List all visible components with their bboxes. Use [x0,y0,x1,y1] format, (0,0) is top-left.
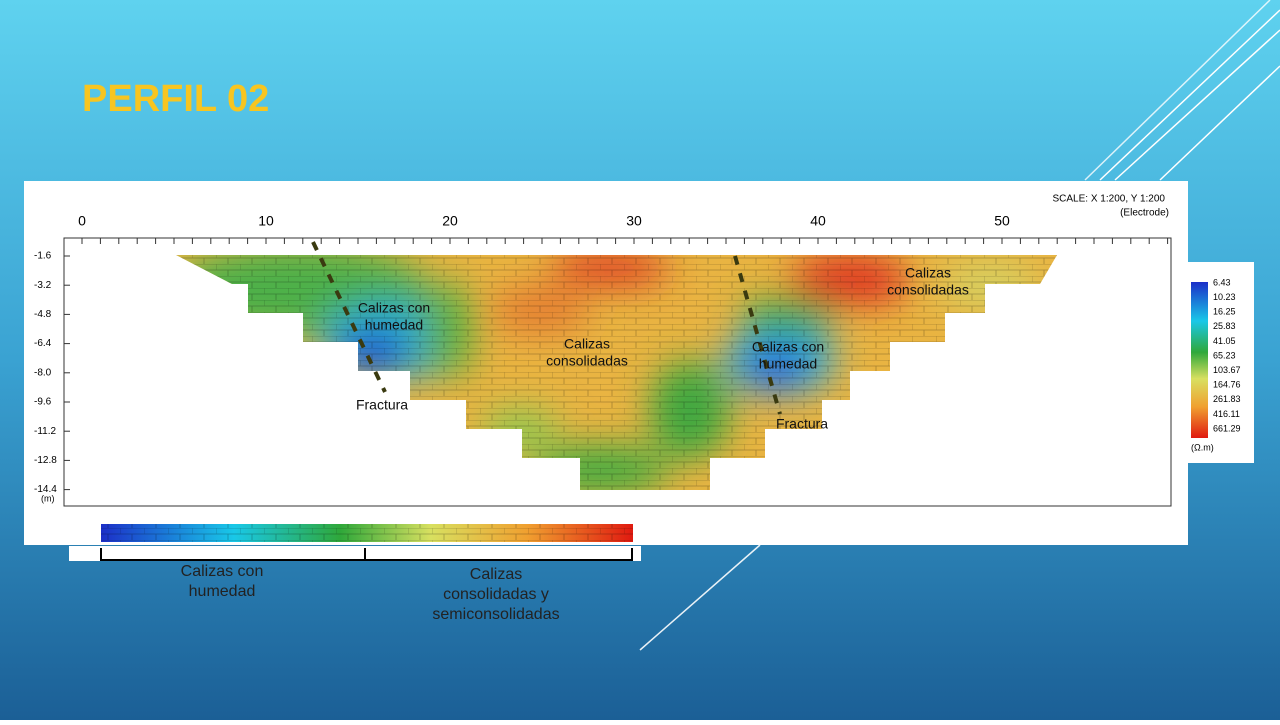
depth-tick-label: -9.6 [34,397,52,408]
legend-value: 16.25 [1213,307,1236,317]
depth-tick-label: -1.6 [34,251,52,262]
decor-lines [639,0,1280,651]
annotation: Calizas [564,336,610,352]
x-tick-label: 0 [78,213,86,229]
annotation: humedad [365,317,423,333]
x-tick-label: 30 [626,213,642,229]
x-tick-label: 40 [810,213,826,229]
depth-tick-label: -11.2 [34,426,56,437]
depth-tick-label: -12.8 [34,455,57,466]
x-tick-label: 10 [258,213,274,229]
scale-group-label: consolidadas y [443,586,549,603]
scale-group-label: Calizas con [181,563,264,580]
depth-tick-label: -6.4 [34,338,52,349]
x-tick-label: 20 [442,213,458,229]
legend-value: 261.83 [1213,394,1241,404]
annotation: humedad [759,356,817,372]
legend-value: 6.43 [1213,277,1231,287]
depth-tick-label: -3.2 [34,280,52,291]
annotation: Calizas con [358,300,430,316]
scale-group-label: semiconsolidadas [432,606,559,623]
legend-unit: (Ω.m) [1191,442,1214,452]
legend-value: 65.23 [1213,350,1236,360]
plot-frame [63,237,1172,507]
scale-bracket [100,548,633,561]
scale-groups: Calizas con humedad Calizas consolidadas y s… [181,563,560,623]
color-scale-texture [101,524,633,542]
scale-panel [69,546,641,561]
legend-value: 25.83 [1213,321,1236,331]
slide-title: PERFIL 02 [82,78,269,120]
scale-unit: (Electrode) [1120,208,1169,219]
legend-value: 41.05 [1213,336,1236,346]
legend-bar [1191,282,1208,438]
depth-unit: (m) [41,493,55,503]
legend-value: 103.67 [1213,365,1241,375]
depth-tick-label: -4.8 [34,309,52,320]
legend-value: 416.11 [1213,409,1240,419]
annotation: Calizas con [752,339,824,355]
scale-text: SCALE: X 1:200, Y 1:200 [1053,194,1166,205]
scale-group-label: humedad [189,583,256,600]
annotation: consolidadas [887,282,969,298]
legend-value: 164.76 [1213,380,1241,390]
annotations: Calizas conhumedadCalizasconsolidadasCal… [356,265,969,432]
annotation: Fractura [776,416,828,432]
depth-tick-label: -8.0 [34,367,52,378]
scale-group-label: Calizas [470,566,522,583]
annotation: Fractura [356,397,408,413]
annotation: consolidadas [546,353,628,369]
annotation: Calizas [905,265,951,281]
legend: 6.43 10.23 16.25 25.83 41.05 65.23 103.67 164.7… [1191,277,1241,452]
legend-value: 10.23 [1213,292,1236,302]
legend-value: 661.29 [1213,423,1241,433]
x-tick-label: 50 [994,213,1010,229]
depth-tick-label: -14.4 [34,484,57,495]
ruler: 0 10 20 30 40 50 -1.6 -3.2 -4.8 -6.4 -8.0 -9.6 -11.2… [34,213,1169,503]
